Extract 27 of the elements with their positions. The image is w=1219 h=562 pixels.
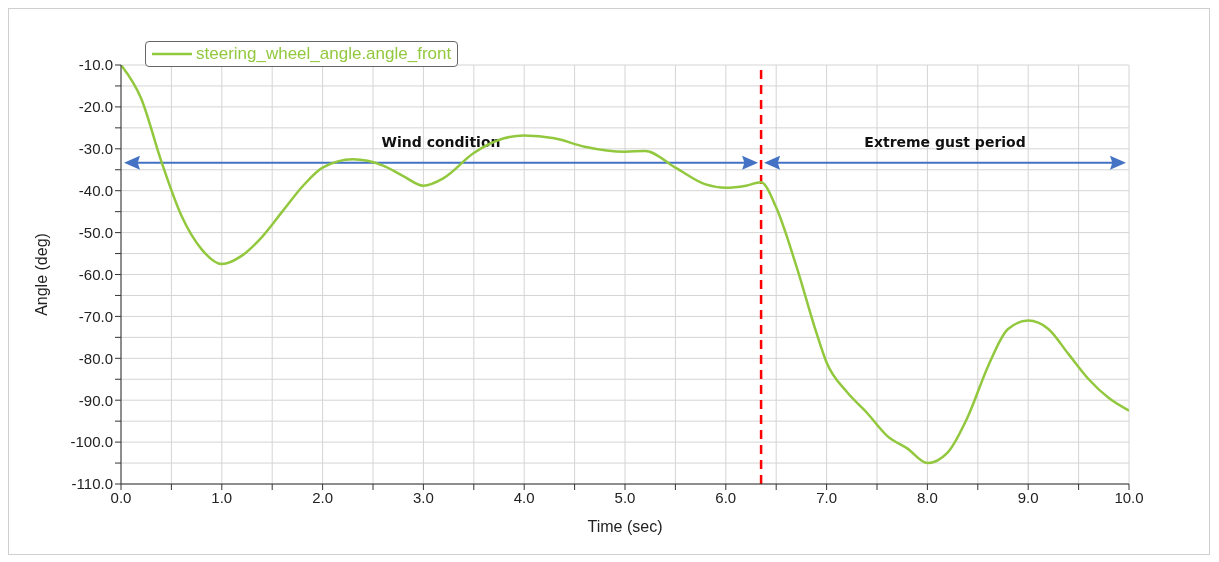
legend-label: steering_wheel_angle.angle_front — [196, 44, 452, 64]
x-tick-label: 8.0 — [916, 488, 938, 506]
y-tick-label: -40.0 — [78, 182, 113, 200]
y-tick-label: -20.0 — [78, 98, 113, 116]
y-axis-title: Angle (deg) — [32, 233, 50, 316]
x-tick-label: 5.0 — [614, 488, 636, 506]
annotation: Wind condition — [381, 133, 501, 150]
y-tick-label: -30.0 — [78, 140, 113, 158]
y-tick-label: -90.0 — [78, 391, 113, 409]
y-tick-label: -80.0 — [78, 349, 113, 367]
annotation: Extreme gust period — [864, 133, 1026, 150]
x-tick-label: 2.0 — [312, 488, 334, 506]
x-tick-label: 10.0 — [1114, 488, 1144, 506]
x-tick-label: 0.0 — [110, 488, 132, 506]
x-axis-title: Time (sec) — [587, 518, 663, 535]
x-tick-label: 9.0 — [1017, 488, 1039, 506]
y-tick-label: -100.0 — [70, 433, 113, 451]
y-tick-label: -60.0 — [78, 265, 113, 283]
x-tick-label: 1.0 — [211, 488, 233, 506]
x-tick-label: 3.0 — [412, 488, 434, 506]
x-tick-label: 6.0 — [715, 488, 737, 506]
y-tick-label: -50.0 — [78, 223, 113, 241]
y-tick-label: -10.0 — [78, 56, 113, 74]
x-tick-label: 4.0 — [513, 488, 535, 506]
x-tick-label: 7.0 — [816, 488, 838, 506]
y-tick-label: -110.0 — [71, 475, 113, 493]
y-tick-label: -70.0 — [78, 307, 113, 325]
